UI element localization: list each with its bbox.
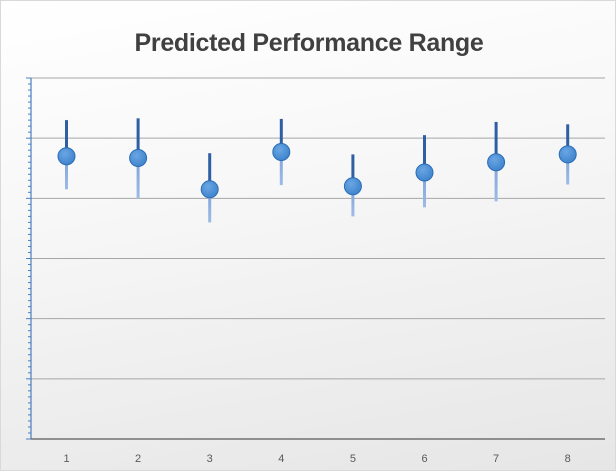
error-bar-lower [351, 186, 355, 217]
data-point [200, 180, 219, 199]
data-point [57, 147, 76, 166]
data-point [343, 177, 362, 196]
x-tick-label: 2 [135, 453, 141, 465]
data-point [129, 149, 148, 168]
error-bar-lower [136, 158, 140, 199]
x-tick-label: 4 [278, 453, 284, 465]
error-bar-lower [65, 156, 68, 190]
x-tick-label: 5 [350, 453, 356, 465]
chart-title: Predicted Performance Range [134, 29, 484, 57]
data-point [558, 145, 577, 164]
x-tick-label: 7 [493, 453, 499, 465]
error-bar-lower [423, 172, 426, 208]
data-point [415, 163, 434, 182]
x-tick-label: 8 [565, 453, 571, 465]
data-point [272, 143, 291, 162]
x-tick-label: 3 [207, 453, 213, 465]
x-tick-label: 1 [63, 453, 69, 465]
x-tick-label: 6 [421, 453, 427, 465]
data-point [487, 153, 506, 172]
error-bar-lower [494, 162, 498, 202]
error-bar-lower [279, 152, 283, 186]
error-bar-lower [566, 154, 570, 185]
error-bar-lower [208, 189, 212, 223]
